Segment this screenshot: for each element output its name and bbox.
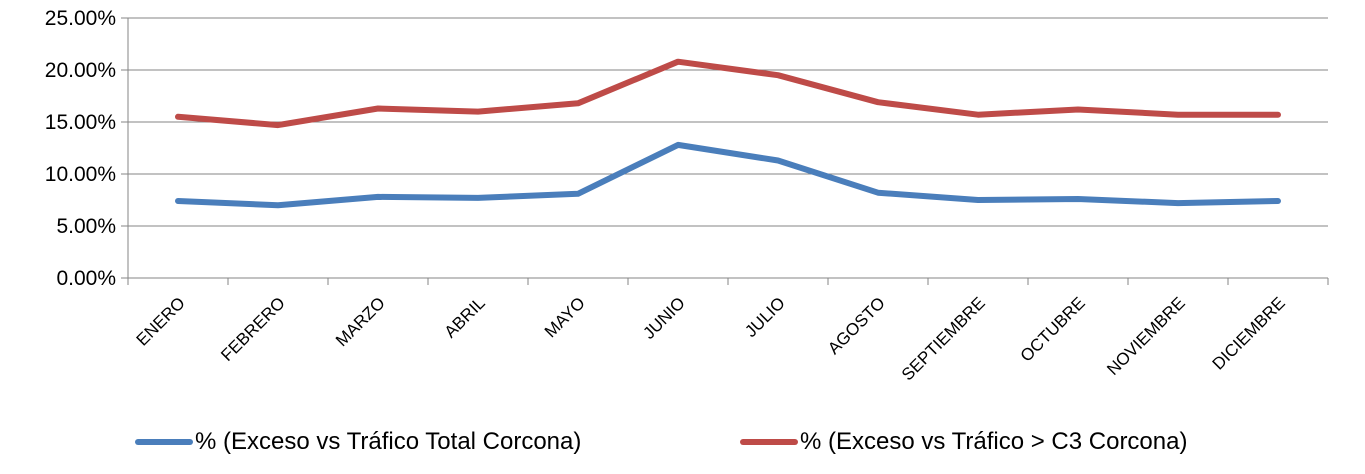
y-tick-label: 0.00%: [56, 267, 116, 290]
legend-swatch-series-1: [135, 439, 193, 445]
x-tick-label: ENERO: [133, 293, 189, 349]
x-tick-label: SEPTIEMBRE: [898, 293, 989, 384]
y-tick-label: 10.00%: [45, 163, 116, 186]
legend: % (Exceso vs Tráfico Total Corcona) % (E…: [0, 428, 1365, 468]
x-tick-label: DICIEMBRE: [1209, 293, 1289, 373]
legend-label-series-1: % (Exceso vs Tráfico Total Corcona): [195, 428, 582, 455]
x-tick-label: ABRIL: [441, 293, 489, 341]
x-tick-label: JUNIO: [639, 293, 688, 342]
y-tick-label: 25.00%: [45, 7, 116, 30]
x-tick-label: FEBRERO: [217, 293, 289, 365]
line-chart: 0.00% 5.00% 10.00% 15.00% 20.00% 25.00% ENERO…: [45, 7, 1329, 384]
y-tick-label: 5.00%: [56, 215, 116, 238]
x-tick-label: AGOSTO: [824, 293, 889, 358]
x-tick-label: OCTUBRE: [1017, 293, 1089, 365]
legend-item-series-2: % (Exceso vs Tráfico > C3 Corcona): [740, 428, 1187, 456]
x-tick-label: NOVIEMBRE: [1103, 293, 1189, 379]
y-tick-label: 20.00%: [45, 59, 116, 82]
y-tick-label: 15.00%: [45, 111, 116, 134]
legend-item-series-1: % (Exceso vs Tráfico Total Corcona): [135, 428, 581, 456]
x-axis: ENERO FEBRERO MARZO ABRIL MAYO JUNIO JULIO AGOS…: [127, 278, 1329, 384]
gridlines: [128, 17, 1328, 279]
y-axis: 0.00% 5.00% 10.00% 15.00% 20.00% 25.00%: [45, 7, 129, 290]
x-tick-label: JULIO: [741, 293, 789, 341]
x-tick-label: MAYO: [541, 293, 589, 341]
legend-label-series-2: % (Exceso vs Tráfico > C3 Corcona): [800, 428, 1188, 455]
series-line-2: [175, 58, 1281, 129]
legend-swatch-series-2: [740, 439, 798, 445]
series-line-1: [175, 141, 1281, 209]
series-lines: [175, 58, 1281, 209]
x-tick-label: MARZO: [332, 293, 389, 350]
